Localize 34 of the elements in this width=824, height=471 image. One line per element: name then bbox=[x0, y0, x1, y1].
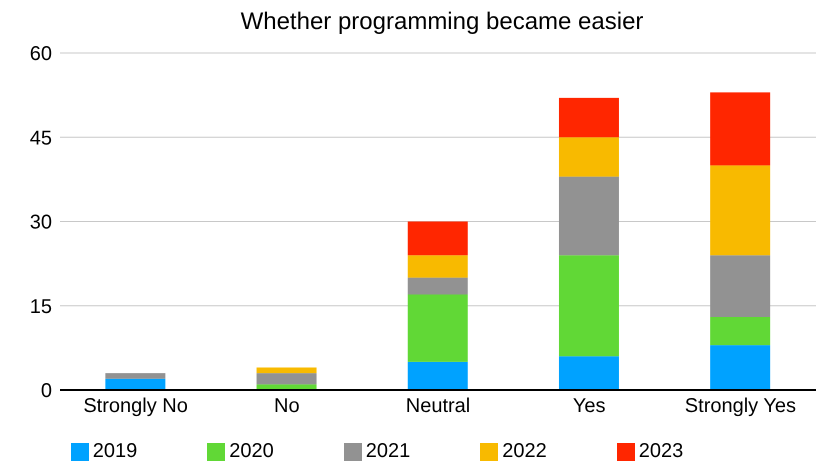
bar bbox=[408, 362, 468, 390]
bar bbox=[558, 137, 619, 177]
bar bbox=[710, 165, 770, 256]
chart-title: Whether programming became easier bbox=[240, 8, 644, 36]
x-tick-label: Neutral bbox=[406, 395, 470, 418]
legend-label: 2021 bbox=[366, 440, 410, 462]
bar bbox=[408, 255, 468, 278]
legend-label: 2020 bbox=[229, 440, 274, 462]
bar bbox=[558, 98, 619, 138]
bar bbox=[710, 316, 770, 346]
bar bbox=[558, 356, 619, 390]
bar bbox=[256, 368, 317, 374]
bar bbox=[256, 373, 317, 384]
bar bbox=[558, 255, 619, 356]
y-tick-label: 15 bbox=[30, 296, 52, 318]
bar bbox=[710, 92, 770, 166]
bar bbox=[105, 373, 166, 379]
legend-label: 2022 bbox=[502, 440, 547, 462]
x-tick-label: Strongly No bbox=[83, 395, 188, 418]
x-tick-label: Strongly Yes bbox=[684, 395, 796, 418]
x-tick-label: Yes bbox=[572, 395, 606, 418]
legend-label: 2019 bbox=[92, 440, 138, 462]
y-tick-label: 0 bbox=[40, 380, 52, 402]
y-tick-label: 30 bbox=[30, 212, 52, 234]
bar bbox=[408, 294, 468, 362]
bar bbox=[558, 176, 619, 256]
y-tick-label: 45 bbox=[30, 127, 52, 150]
bar bbox=[408, 278, 468, 295]
bar bbox=[710, 345, 770, 390]
y-tick-label: 60 bbox=[30, 43, 52, 66]
x-tick-label: No bbox=[274, 395, 300, 418]
bar bbox=[408, 222, 468, 256]
legend-label: 2023 bbox=[638, 440, 684, 462]
bar bbox=[710, 255, 770, 317]
